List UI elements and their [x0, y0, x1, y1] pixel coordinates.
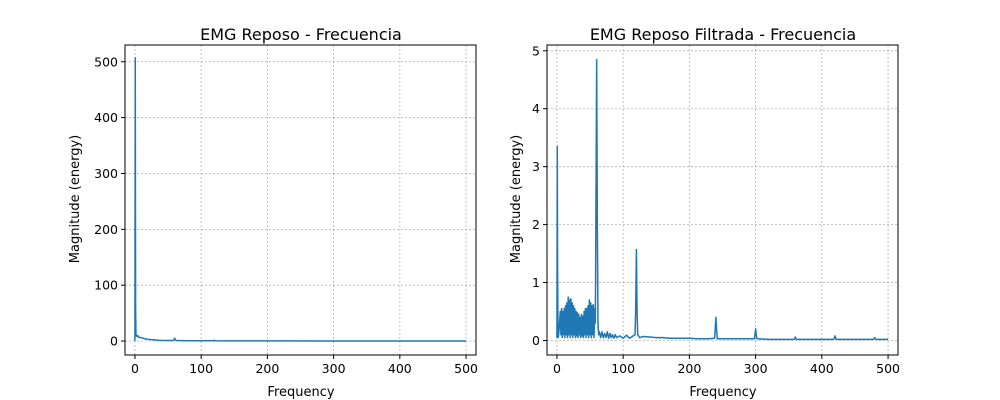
series-line	[556, 58, 889, 341]
y-tick-label: 2	[532, 217, 540, 232]
x-tick-label: 0	[131, 361, 139, 376]
plot-emg-reposo-filtrada: EMG Reposo Filtrada - Frecuencia Frequen…	[509, 25, 900, 400]
y-axis-label: Magnitude (energy)	[509, 135, 524, 263]
y-tick-label: 500	[94, 54, 118, 69]
x-tick-label: 400	[810, 361, 834, 376]
grid	[547, 45, 898, 355]
x-tick-label: 400	[388, 361, 412, 376]
x-tick-label: 300	[744, 361, 768, 376]
x-tick-label: 100	[611, 361, 635, 376]
x-tick-label: 500	[454, 361, 478, 376]
y-axis-label: Magnitude (energy)	[68, 135, 83, 263]
y-tick-label: 0	[110, 334, 118, 349]
grid	[125, 45, 476, 355]
series-line	[134, 57, 467, 342]
x-tick-label: 300	[322, 361, 346, 376]
x-axis-label: Frequency	[267, 385, 334, 400]
x-tick-label: 200	[255, 361, 279, 376]
y-tick-label: 300	[94, 166, 118, 181]
y-tick-label: 5	[532, 43, 540, 58]
plot-emg-reposo: EMG Reposo - Frecuencia Frequency Magnit…	[68, 25, 478, 400]
y-tick-label: 4	[532, 101, 540, 116]
chart-title: EMG Reposo - Frecuencia	[200, 25, 402, 44]
y-tick-label: 3	[532, 159, 540, 174]
y-tick-label: 100	[94, 278, 118, 293]
x-tick-label: 500	[876, 361, 900, 376]
x-tick-label: 200	[677, 361, 701, 376]
x-axis-label: Frequency	[689, 385, 756, 400]
plot-frame	[124, 44, 477, 356]
y-tick-label: 0	[532, 333, 540, 348]
x-tick-label: 0	[553, 361, 561, 376]
y-tick-label: 1	[532, 275, 540, 290]
y-tick-label: 200	[94, 222, 118, 237]
y-tick-label: 400	[94, 110, 118, 125]
chart-title: EMG Reposo Filtrada - Frecuencia	[590, 25, 856, 44]
plot-frame	[546, 44, 899, 356]
x-tick-label: 100	[189, 361, 213, 376]
